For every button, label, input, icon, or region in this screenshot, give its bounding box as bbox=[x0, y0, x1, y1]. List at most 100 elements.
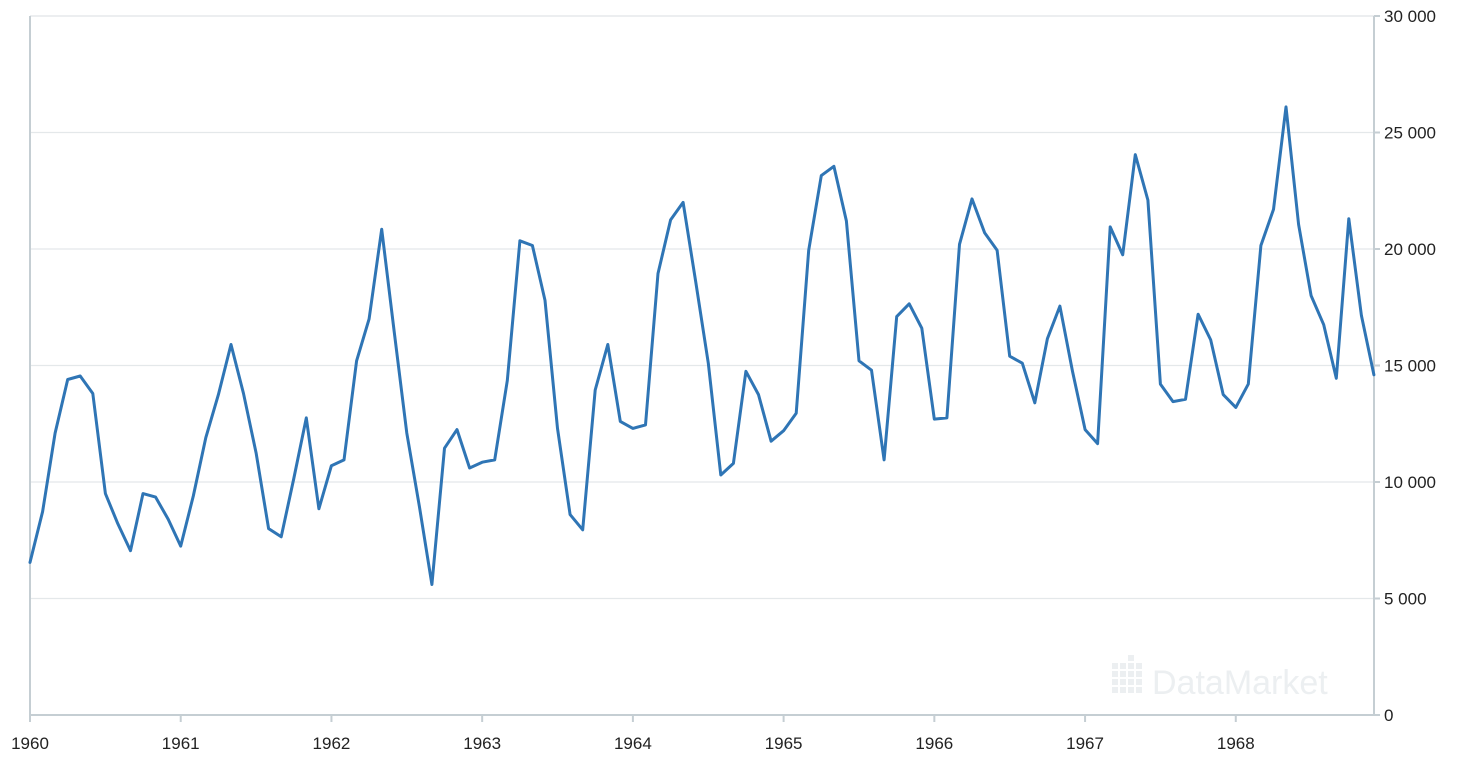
data-point[interactable] bbox=[1371, 372, 1377, 378]
data-point[interactable] bbox=[391, 329, 397, 335]
data-point[interactable] bbox=[1007, 353, 1013, 359]
data-point[interactable] bbox=[969, 196, 975, 202]
data-point[interactable] bbox=[1183, 396, 1189, 402]
data-point[interactable] bbox=[416, 504, 422, 510]
data-point[interactable] bbox=[241, 391, 247, 397]
data-point[interactable] bbox=[756, 392, 762, 398]
data-point[interactable] bbox=[27, 559, 33, 565]
data-point[interactable] bbox=[102, 491, 108, 497]
data-point[interactable] bbox=[894, 314, 900, 320]
data-point[interactable] bbox=[580, 527, 586, 533]
data-point[interactable] bbox=[140, 491, 146, 497]
data-point[interactable] bbox=[203, 435, 209, 441]
data-point[interactable] bbox=[1132, 152, 1138, 158]
data-point[interactable] bbox=[178, 543, 184, 549]
data-point[interactable] bbox=[529, 243, 535, 249]
data-point[interactable] bbox=[1070, 368, 1076, 374]
data-point[interactable] bbox=[165, 516, 171, 522]
data-point[interactable] bbox=[328, 463, 334, 469]
data-point[interactable] bbox=[303, 415, 309, 421]
data-point[interactable] bbox=[906, 301, 912, 307]
data-point[interactable] bbox=[982, 230, 988, 236]
data-point[interactable] bbox=[793, 410, 799, 416]
data-point[interactable] bbox=[153, 494, 159, 500]
data-point[interactable] bbox=[1044, 336, 1050, 342]
data-point[interactable] bbox=[517, 238, 523, 244]
data-point[interactable] bbox=[643, 422, 649, 428]
data-point[interactable] bbox=[52, 430, 58, 436]
data-point[interactable] bbox=[128, 548, 134, 554]
data-point[interactable] bbox=[442, 445, 448, 451]
data-point[interactable] bbox=[931, 416, 937, 422]
data-point[interactable] bbox=[1333, 375, 1339, 381]
data-point[interactable] bbox=[856, 358, 862, 364]
data-point[interactable] bbox=[592, 387, 598, 393]
data-point[interactable] bbox=[1157, 381, 1163, 387]
data-point[interactable] bbox=[77, 373, 83, 379]
data-point[interactable] bbox=[379, 226, 385, 232]
data-point[interactable] bbox=[957, 241, 963, 247]
data-point[interactable] bbox=[869, 367, 875, 373]
data-point[interactable] bbox=[190, 493, 196, 499]
data-point[interactable] bbox=[730, 460, 736, 466]
data-point[interactable] bbox=[1195, 311, 1201, 317]
data-point[interactable] bbox=[567, 512, 573, 518]
data-point[interactable] bbox=[1296, 222, 1302, 228]
data-point[interactable] bbox=[228, 342, 234, 348]
data-point[interactable] bbox=[1032, 400, 1038, 406]
data-point[interactable] bbox=[781, 428, 787, 434]
data-point[interactable] bbox=[1019, 360, 1025, 366]
data-point[interactable] bbox=[655, 271, 661, 277]
data-point[interactable] bbox=[115, 521, 121, 527]
data-point[interactable] bbox=[65, 377, 71, 383]
data-point[interactable] bbox=[266, 526, 272, 532]
data-point[interactable] bbox=[1346, 216, 1352, 222]
data-point[interactable] bbox=[743, 368, 749, 374]
data-point[interactable] bbox=[1095, 441, 1101, 447]
data-point[interactable] bbox=[1145, 197, 1151, 203]
data-point[interactable] bbox=[668, 217, 674, 223]
data-point[interactable] bbox=[605, 342, 611, 348]
data-point[interactable] bbox=[1057, 303, 1063, 309]
data-point[interactable] bbox=[806, 247, 812, 253]
data-point[interactable] bbox=[253, 450, 259, 456]
data-point[interactable] bbox=[1220, 392, 1226, 398]
data-point[interactable] bbox=[1245, 381, 1251, 387]
data-point[interactable] bbox=[291, 476, 297, 482]
data-point[interactable] bbox=[705, 360, 711, 366]
data-point[interactable] bbox=[1258, 243, 1264, 249]
data-point[interactable] bbox=[919, 325, 925, 331]
data-point[interactable] bbox=[90, 391, 96, 397]
data-point[interactable] bbox=[680, 199, 686, 205]
data-point[interactable] bbox=[366, 316, 372, 322]
data-point[interactable] bbox=[718, 472, 724, 478]
data-point[interactable] bbox=[429, 582, 435, 588]
data-point[interactable] bbox=[693, 279, 699, 285]
data-point[interactable] bbox=[994, 247, 1000, 253]
data-point[interactable] bbox=[316, 506, 322, 512]
data-point[interactable] bbox=[1283, 104, 1289, 110]
data-point[interactable] bbox=[617, 418, 623, 424]
data-point[interactable] bbox=[278, 534, 284, 540]
data-point[interactable] bbox=[843, 218, 849, 224]
data-point[interactable] bbox=[479, 459, 485, 465]
data-point[interactable] bbox=[1271, 206, 1277, 212]
data-point[interactable] bbox=[1082, 427, 1088, 433]
data-point[interactable] bbox=[1233, 404, 1239, 410]
data-point[interactable] bbox=[1107, 224, 1113, 230]
data-point[interactable] bbox=[555, 425, 561, 431]
data-point[interactable] bbox=[467, 465, 473, 471]
data-point[interactable] bbox=[1308, 293, 1314, 299]
data-point[interactable] bbox=[354, 358, 360, 364]
data-point[interactable] bbox=[404, 430, 410, 436]
data-point[interactable] bbox=[341, 457, 347, 463]
data-point[interactable] bbox=[944, 415, 950, 421]
data-point[interactable] bbox=[1120, 252, 1126, 258]
data-point[interactable] bbox=[768, 438, 774, 444]
data-point[interactable] bbox=[492, 457, 498, 463]
data-point[interactable] bbox=[831, 163, 837, 169]
data-point[interactable] bbox=[40, 509, 46, 515]
data-point[interactable] bbox=[1321, 322, 1327, 328]
data-point[interactable] bbox=[1358, 312, 1364, 318]
data-point[interactable] bbox=[818, 173, 824, 179]
